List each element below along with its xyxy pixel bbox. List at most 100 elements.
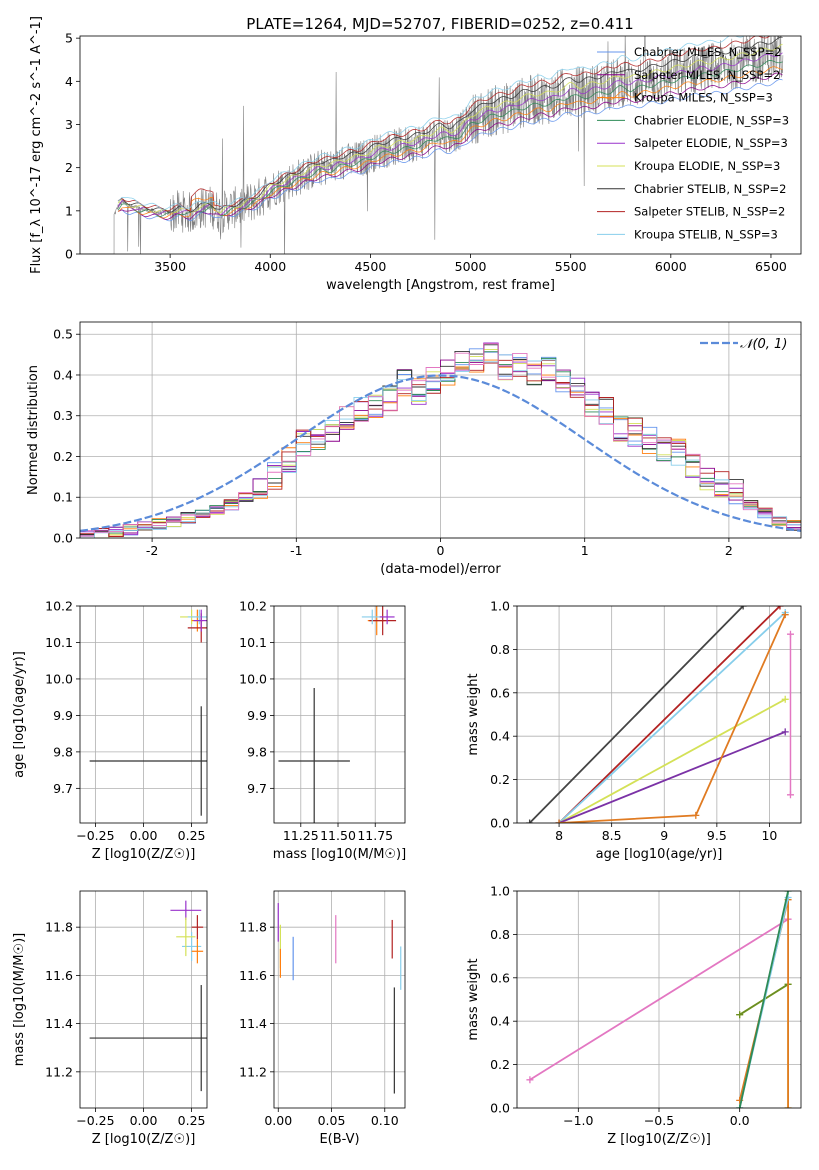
- weight-vs-z-plot-area: [526, 891, 792, 1108]
- weight-line: [738, 891, 789, 1108]
- model-spectrum-line: [117, 72, 783, 220]
- x-tick-label: 4000: [254, 259, 286, 274]
- figure-title: PLATE=1264, MJD=52707, FIBERID=0252, z=0…: [246, 15, 633, 33]
- y-tick-label: 4: [65, 74, 73, 89]
- y-tick-label: 0.4: [490, 1014, 510, 1029]
- weight-marker: [555, 819, 563, 823]
- y-tick-label: 0.5: [53, 327, 73, 342]
- model-spectrum-line: [117, 60, 783, 217]
- mass-vs-z-plot-area: [89, 900, 207, 1092]
- x-tick-label: −1.0: [563, 1113, 593, 1128]
- residuals-plot-area: [80, 342, 801, 538]
- errorbar-point: [176, 917, 196, 957]
- y-tick-label: 9.7: [247, 781, 267, 796]
- x-tick-label: 10: [761, 828, 777, 843]
- weight-marker: [776, 606, 784, 610]
- vertical-marker-end: [786, 630, 794, 638]
- y-tick-label: 11.6: [45, 968, 73, 983]
- x-tick-label: 8: [555, 828, 563, 843]
- axes-frame: [273, 605, 406, 824]
- weight-marker: [739, 606, 747, 610]
- x-tick-label: 2: [725, 543, 733, 558]
- weight-vs-z-panel: −1.0 −0.5 0.0 0.0 0.2 0.4 0.6 0.8 1.0 Z [log10(Z/…: [466, 884, 802, 1147]
- errorbar-point: [361, 609, 383, 625]
- weight-vs-z-y-axis-label: mass weight: [466, 958, 481, 1040]
- legend-entry: Chabrier STELIB, N_SSP=2: [634, 182, 786, 196]
- spectrum-legend: Chabrier MILES, N_SSP=2 Salpeter MILES, N…: [597, 45, 789, 241]
- axes-frame: [273, 890, 406, 1109]
- mass-vs-z-panel: −0.25 0.00 0.25 11.2 11.4 11.6 11.8 Z [log10(Z/…: [12, 890, 208, 1147]
- x-tick-label: 0.00: [130, 1113, 158, 1128]
- y-tick-label: 0.4: [490, 729, 510, 744]
- weight-line: [558, 698, 786, 823]
- mass-vs-ebv-panel: 0.00 0.05 0.10 11.2 11.4 11.6 11.8 E(B-V): [239, 890, 406, 1147]
- age-vs-mass-plot-area: [278, 606, 397, 823]
- x-tick-label: 9.5: [707, 828, 727, 843]
- legend-entry: Kroupa STELIB, N_SSP=3: [634, 227, 778, 241]
- y-tick-label: 11.4: [239, 1016, 267, 1031]
- y-tick-label: 1.0: [490, 599, 510, 614]
- residuals-panel: -2 -1 0 1 2 0.0 0.1 0.2 0.3 0.4 0.5 (data-model)/er…: [26, 321, 802, 577]
- axes-frame: [79, 35, 802, 255]
- mass-vs-z-x-axis-label: Z [log10(Z/Z☉)]: [92, 1132, 196, 1147]
- y-tick-label: 10.0: [239, 671, 267, 686]
- x-tick-label: 6000: [655, 259, 687, 274]
- model-spectrum-line: [117, 36, 745, 210]
- errorbar-point: [193, 609, 207, 632]
- x-tick-label: 0.05: [318, 1113, 346, 1128]
- x-tick-label: 8.5: [602, 828, 622, 843]
- gaussian-legend-label: 𝒩(0, 1): [740, 337, 787, 352]
- figure-title-group: PLATE=1264, MJD=52707, FIBERID=0252, z=0…: [246, 15, 633, 33]
- y-tick-label: 10.1: [45, 635, 73, 650]
- errorbar-point: [278, 688, 350, 823]
- legend-entry: Kroupa ELODIE, N_SSP=3: [634, 159, 780, 173]
- y-tick-label: 9.9: [53, 708, 73, 723]
- gaussian-curve: [80, 374, 801, 532]
- x-tick-label: 9: [660, 828, 668, 843]
- errorbar-point: [170, 900, 202, 920]
- y-tick-label: 9.8: [53, 744, 73, 759]
- y-tick-label: 0.4: [53, 367, 73, 382]
- y-tick-label: 9.8: [247, 744, 267, 759]
- legend-entry: Salpeter MILES, N_SSP=2: [634, 68, 780, 82]
- model-spectrum-line: [117, 36, 771, 212]
- weight-marker: [784, 1104, 792, 1108]
- y-tick-label: 1: [65, 203, 73, 218]
- model-spectrum-line: [117, 52, 783, 216]
- axes-frame: [79, 321, 802, 539]
- spectrum-panel: 3500 4000 4500 5000 5500 6000 6500 0 1 2 3 4 5 wavele…: [29, 16, 802, 293]
- y-tick-label: 0.6: [490, 970, 510, 985]
- y-tick-label: 2: [65, 160, 73, 175]
- weight-marker: [526, 819, 534, 823]
- y-tick-label: 0.2: [490, 772, 510, 787]
- x-tick-label: −0.25: [76, 828, 114, 843]
- x-tick-label: 4500: [354, 259, 386, 274]
- y-tick-label: 0.8: [490, 642, 510, 657]
- y-tick-label: 0.3: [53, 408, 73, 423]
- y-tick-label: 0.0: [490, 1101, 510, 1116]
- age-vs-z-x-axis-label: Z [log10(Z/Z☉)]: [92, 847, 196, 862]
- errorbar-point: [379, 609, 395, 625]
- legend-entry: Salpeter STELIB, N_SSP=2: [634, 205, 785, 219]
- x-tick-label: 0: [437, 543, 445, 558]
- weight-vs-age-x-axis-label: age [log10(age/yr)]: [596, 847, 723, 862]
- age-vs-z-y-axis-label: age [log10(age/yr)]: [12, 651, 27, 778]
- spectrum-x-axis-label: wavelength [Angstrom, rest frame]: [326, 278, 555, 293]
- axes-frame: [79, 605, 208, 824]
- weight-vs-age-panel: 8 8.5 9 9.5 10 0.0 0.2 0.4 0.6 0.8 1.0 age [log10(a…: [466, 599, 802, 862]
- legend-entry: Kroupa MILES, N_SSP=3: [634, 91, 773, 105]
- age-vs-z-panel: −0.25 0.00 0.25 9.7 9.8 9.9 10.0 10.1 10.2 Z [log…: [12, 599, 208, 862]
- weight-vs-age-y-axis-label: mass weight: [466, 673, 481, 755]
- y-tick-label: 11.8: [239, 920, 267, 935]
- y-tick-label: 11.2: [45, 1064, 73, 1079]
- weight-line: [528, 606, 744, 823]
- y-tick-label: 0.1: [53, 490, 73, 505]
- x-tick-label: 3500: [154, 259, 186, 274]
- x-tick-label: 0.25: [178, 1113, 206, 1128]
- x-tick-label: 0.25: [178, 828, 206, 843]
- weight-line: [558, 611, 786, 823]
- residual-histogram: [80, 354, 801, 538]
- legend-entry: Salpeter ELODIE, N_SSP=3: [634, 136, 788, 150]
- axes-frame: [79, 890, 208, 1109]
- axes-frame: [516, 605, 802, 824]
